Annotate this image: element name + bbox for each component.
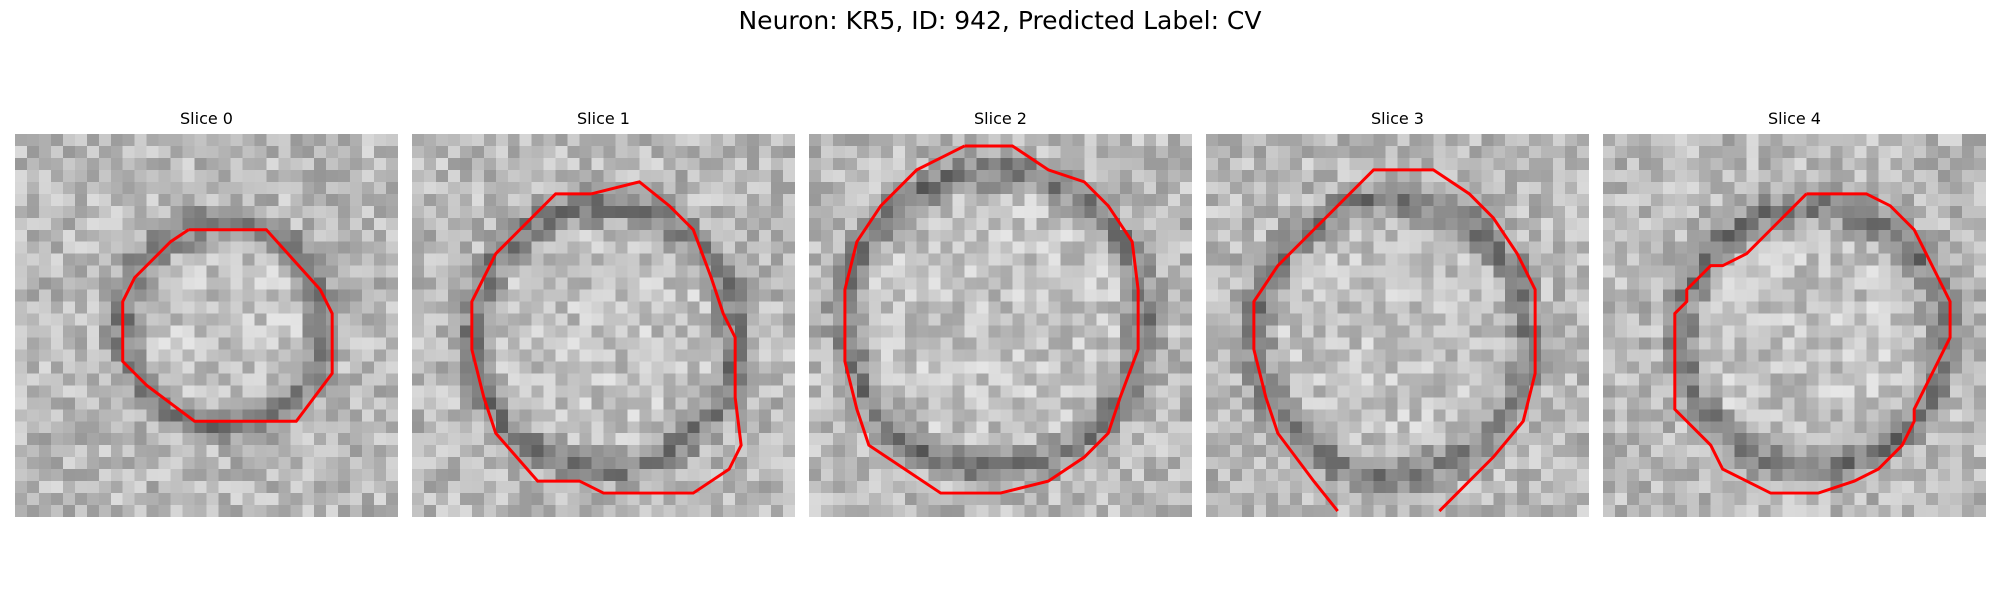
- slice-panel-2: Slice 2: [809, 108, 1192, 517]
- segmentation-outline: [843, 144, 1140, 495]
- slice-panel-3: Slice 3: [1206, 108, 1589, 517]
- slice-image: [1603, 134, 1986, 517]
- slice-image: [1206, 134, 1589, 517]
- slice-title: Slice 3: [1371, 109, 1424, 128]
- slice-image: [809, 134, 1192, 517]
- figure-title: Neuron: KR5, ID: 942, Predicted Label: C…: [738, 6, 1262, 35]
- segmentation-outline: [1252, 168, 1537, 513]
- slice-image: [412, 134, 795, 517]
- segmentation-outline: [470, 180, 743, 495]
- slice-title: Slice 0: [180, 109, 233, 128]
- slice-title: Slice 2: [974, 109, 1027, 128]
- slice-title: Slice 1: [577, 109, 630, 128]
- slice-image: [15, 134, 398, 517]
- slice-panel-4: Slice 4: [1603, 108, 1986, 517]
- slice-panel-0: Slice 0: [15, 108, 398, 517]
- slice-panel-1: Slice 1: [412, 108, 795, 517]
- segmentation-outline: [121, 228, 334, 423]
- segmentation-outline: [1673, 192, 1952, 495]
- slice-title: Slice 4: [1768, 109, 1821, 128]
